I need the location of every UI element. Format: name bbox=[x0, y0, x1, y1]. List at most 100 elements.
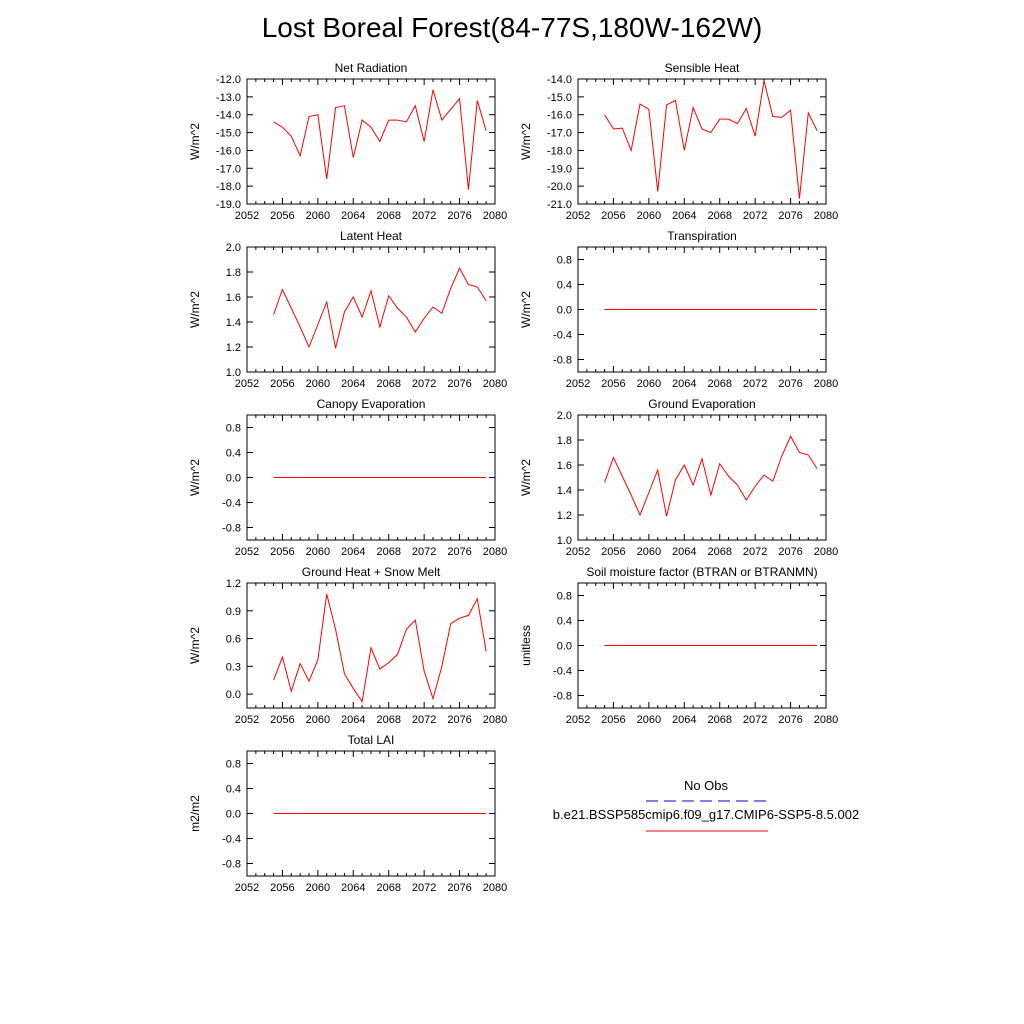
x-tick-label: 2056 bbox=[601, 546, 625, 558]
panel-title: Canopy Evaporation bbox=[317, 397, 426, 411]
x-tick-label: 2060 bbox=[306, 546, 330, 558]
x-tick-label: 2080 bbox=[814, 210, 838, 222]
x-tick-label: 2076 bbox=[447, 714, 471, 726]
y-axis-label: W/m^2 bbox=[188, 459, 202, 496]
x-tick-label: 2068 bbox=[376, 546, 400, 558]
panel-8: 2052 2056 2060 2064 2068 2072 2076 2080 -0.8 -0.4… bbox=[519, 565, 838, 726]
y-tick-label: 1.4 bbox=[226, 317, 241, 329]
y-tick-label: -18.0 bbox=[547, 145, 572, 157]
panel-title: Soil moisture factor (BTRAN or BTRANMN) bbox=[586, 565, 817, 579]
y-tick-label: 1.2 bbox=[226, 342, 241, 354]
y-tick-label: 1.2 bbox=[557, 510, 572, 522]
x-tick-label: 2076 bbox=[778, 210, 802, 222]
y-tick-label: 1.0 bbox=[226, 367, 241, 379]
x-tick-label: 2068 bbox=[707, 546, 731, 558]
x-tick-label: 2060 bbox=[637, 378, 661, 390]
y-tick-label: 1.4 bbox=[557, 485, 572, 497]
y-tick-label: 0.8 bbox=[557, 255, 572, 267]
y-tick-label: 1.6 bbox=[226, 292, 241, 304]
y-tick-label: 1.8 bbox=[226, 267, 241, 279]
panel-title: Latent Heat bbox=[340, 229, 403, 243]
x-tick-label: 2076 bbox=[447, 378, 471, 390]
x-tick-label: 2068 bbox=[376, 378, 400, 390]
x-tick-label: 2080 bbox=[483, 714, 507, 726]
y-tick-label: -0.8 bbox=[222, 859, 241, 871]
y-tick-label: 1.0 bbox=[557, 535, 572, 547]
x-tick-label: 2076 bbox=[447, 546, 471, 558]
x-tick-label: 2068 bbox=[376, 882, 400, 894]
panel-title: Ground Evaporation bbox=[648, 397, 755, 411]
x-tick-label: 2052 bbox=[566, 210, 590, 222]
plot-frame bbox=[577, 414, 827, 541]
y-tick-label: -0.8 bbox=[222, 523, 241, 535]
x-tick-label: 2072 bbox=[412, 210, 436, 222]
legend: No Obs b.e21.BSSP585cmip6.f09_g17.CMIP6-… bbox=[536, 778, 876, 848]
x-tick-label: 2068 bbox=[707, 714, 731, 726]
panel-5: 2052 2056 2060 2064 2068 2072 2076 2080 -0.8 -0.4… bbox=[188, 397, 507, 558]
y-tick-label: -17.0 bbox=[216, 163, 241, 175]
x-tick-label: 2068 bbox=[707, 210, 731, 222]
x-tick-label: 2080 bbox=[483, 378, 507, 390]
y-tick-label: -20.0 bbox=[547, 181, 572, 193]
x-tick-label: 2072 bbox=[412, 378, 436, 390]
x-tick-label: 2080 bbox=[483, 210, 507, 222]
x-tick-label: 2076 bbox=[778, 546, 802, 558]
y-tick-label: -15.0 bbox=[547, 92, 572, 104]
x-tick-label: 2056 bbox=[270, 378, 294, 390]
legend-obs-line bbox=[646, 800, 768, 802]
x-tick-label: 2056 bbox=[601, 714, 625, 726]
x-tick-label: 2060 bbox=[306, 882, 330, 894]
panel-1: 2052 2056 2060 2064 2068 2072 2076 2080 -19.0 -18… bbox=[188, 61, 507, 222]
x-tick-label: 2072 bbox=[412, 546, 436, 558]
x-tick-label: 2060 bbox=[637, 210, 661, 222]
x-tick-label: 2080 bbox=[483, 546, 507, 558]
x-tick-label: 2060 bbox=[306, 210, 330, 222]
y-axis-label: unitless bbox=[519, 625, 533, 666]
x-tick-label: 2052 bbox=[235, 546, 259, 558]
x-tick-label: 2064 bbox=[341, 210, 365, 222]
x-tick-label: 2072 bbox=[743, 378, 767, 390]
x-tick-label: 2064 bbox=[672, 714, 696, 726]
x-tick-label: 2064 bbox=[341, 546, 365, 558]
x-tick-label: 2064 bbox=[672, 378, 696, 390]
x-tick-label: 2076 bbox=[447, 210, 471, 222]
x-tick-label: 2052 bbox=[566, 714, 590, 726]
y-tick-label: -21.0 bbox=[547, 199, 572, 211]
panel-9: 2052 2056 2060 2064 2068 2072 2076 2080 -0.8 -0.4… bbox=[188, 733, 507, 894]
y-tick-label: 0.0 bbox=[226, 473, 241, 485]
y-tick-label: 0.0 bbox=[557, 305, 572, 317]
x-tick-label: 2068 bbox=[376, 714, 400, 726]
series-line bbox=[604, 80, 818, 199]
y-tick-label: -0.4 bbox=[222, 834, 241, 846]
y-tick-label: 0.0 bbox=[226, 809, 241, 821]
series-line bbox=[604, 435, 818, 517]
x-tick-label: 2068 bbox=[707, 378, 731, 390]
x-tick-label: 2052 bbox=[235, 378, 259, 390]
x-tick-label: 2072 bbox=[412, 882, 436, 894]
series-line bbox=[273, 89, 487, 190]
panel-6: 2052 2056 2060 2064 2068 2072 2076 2080 1.0 1.2 1.… bbox=[519, 397, 838, 558]
y-tick-label: -18.0 bbox=[216, 181, 241, 193]
y-tick-label: -13.0 bbox=[216, 92, 241, 104]
y-axis-label: W/m^2 bbox=[519, 291, 533, 328]
y-tick-label: -0.8 bbox=[553, 355, 572, 367]
y-tick-label: -14.0 bbox=[547, 74, 572, 86]
x-tick-label: 2080 bbox=[814, 714, 838, 726]
y-tick-label: 0.8 bbox=[226, 423, 241, 435]
panel-4: 2052 2056 2060 2064 2068 2072 2076 2080 -0.8 -0.4… bbox=[519, 229, 838, 390]
y-tick-label: -17.0 bbox=[547, 128, 572, 140]
y-tick-label: 1.2 bbox=[226, 578, 241, 590]
y-tick-label: -14.0 bbox=[216, 110, 241, 122]
y-tick-label: 2.0 bbox=[226, 242, 241, 254]
x-tick-label: 2080 bbox=[814, 546, 838, 558]
y-tick-label: -0.8 bbox=[553, 691, 572, 703]
legend-model-line bbox=[646, 830, 768, 832]
x-tick-label: 2060 bbox=[637, 714, 661, 726]
y-tick-label: -16.0 bbox=[547, 110, 572, 122]
x-tick-label: 2056 bbox=[270, 882, 294, 894]
x-tick-label: 2080 bbox=[814, 378, 838, 390]
x-tick-label: 2076 bbox=[778, 714, 802, 726]
panel-title: Net Radiation bbox=[335, 61, 408, 75]
panel-title: Transpiration bbox=[667, 229, 737, 243]
x-tick-label: 2056 bbox=[601, 210, 625, 222]
